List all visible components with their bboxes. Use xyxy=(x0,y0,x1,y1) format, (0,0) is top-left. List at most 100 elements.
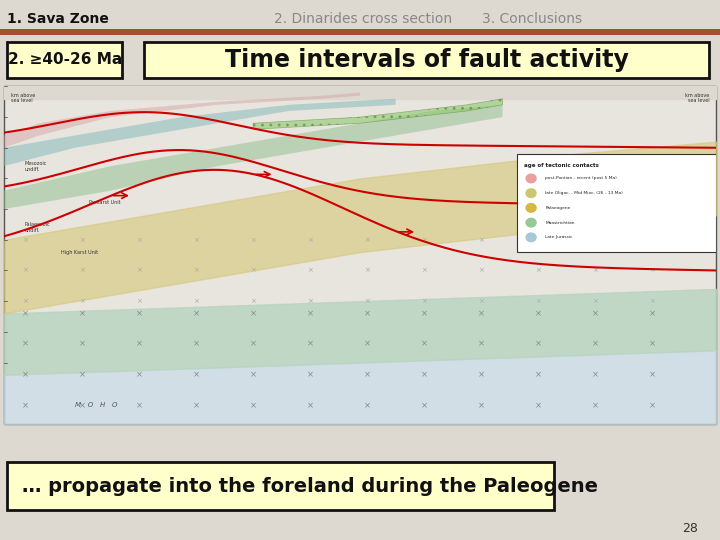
Text: ×: × xyxy=(22,340,29,349)
Text: Mesozoic
undiff.: Mesozoic undiff. xyxy=(25,161,48,172)
Text: 28: 28 xyxy=(683,522,698,535)
Text: ×: × xyxy=(364,370,371,379)
Text: ×: × xyxy=(193,237,199,243)
Text: ×: × xyxy=(477,340,485,349)
Text: ×: × xyxy=(193,298,199,304)
Text: ×: × xyxy=(22,298,28,304)
Text: ×: × xyxy=(192,340,199,349)
Text: age of tectonic contacts: age of tectonic contacts xyxy=(524,163,599,168)
Text: ×: × xyxy=(136,298,142,304)
Text: ×: × xyxy=(420,309,428,318)
Text: ×: × xyxy=(420,340,428,349)
Text: ×: × xyxy=(250,340,256,349)
Bar xyxy=(144,42,709,78)
Text: ×: × xyxy=(593,298,598,304)
Text: ×: × xyxy=(535,237,541,243)
Text: ×: × xyxy=(250,237,256,243)
Text: ×: × xyxy=(421,237,427,243)
Polygon shape xyxy=(4,92,360,148)
Text: ×: × xyxy=(649,309,656,318)
Text: ×: × xyxy=(135,370,143,379)
Circle shape xyxy=(526,174,536,183)
Text: Palaeogene: Palaeogene xyxy=(545,206,571,210)
Text: ×: × xyxy=(22,237,28,243)
Bar xyxy=(7,462,554,510)
Text: ×: × xyxy=(135,309,143,318)
Text: ×: × xyxy=(364,309,371,318)
Text: ×: × xyxy=(307,309,314,318)
Text: 2. ≥40-26 Ma: 2. ≥40-26 Ma xyxy=(8,52,122,68)
Text: ×: × xyxy=(250,370,256,379)
Text: ×: × xyxy=(78,401,86,410)
Text: ×: × xyxy=(535,267,541,273)
Text: late Oligoc. - Mid Mioc. (26 - 13 Ma): late Oligoc. - Mid Mioc. (26 - 13 Ma) xyxy=(545,191,623,195)
Text: ×: × xyxy=(307,237,313,243)
Text: ×: × xyxy=(250,267,256,273)
Text: ×: × xyxy=(592,309,599,318)
Text: 1. Sava Zone: 1. Sava Zone xyxy=(7,12,109,26)
Text: ×: × xyxy=(250,298,256,304)
Text: ×: × xyxy=(592,370,599,379)
Text: ×: × xyxy=(649,237,655,243)
Text: ×: × xyxy=(78,370,86,379)
Bar xyxy=(4,86,716,424)
Text: Maastrichtian: Maastrichtian xyxy=(545,221,575,225)
Text: … propagate into the foreland during the Paleogene: … propagate into the foreland during the… xyxy=(22,476,598,496)
Text: ×: × xyxy=(79,298,85,304)
Text: M   O   H   O: M O H O xyxy=(75,402,117,408)
Text: 2. Dinarides cross section: 2. Dinarides cross section xyxy=(274,12,451,26)
Text: ×: × xyxy=(592,401,599,410)
Text: ×: × xyxy=(592,340,599,349)
Text: ×: × xyxy=(79,267,85,273)
Text: ×: × xyxy=(649,340,656,349)
Text: ×: × xyxy=(22,370,29,379)
Text: ×: × xyxy=(136,267,142,273)
Polygon shape xyxy=(253,99,503,130)
Text: ×: × xyxy=(477,309,485,318)
Text: ×: × xyxy=(420,401,428,410)
Text: ×: × xyxy=(535,401,541,410)
Text: ×: × xyxy=(78,340,86,349)
Bar xyxy=(7,42,122,78)
Text: post-Pontian - recent (post 5 Ma): post-Pontian - recent (post 5 Ma) xyxy=(545,177,617,180)
Text: ×: × xyxy=(421,298,427,304)
Text: ×: × xyxy=(307,401,314,410)
Text: ×: × xyxy=(364,401,371,410)
Text: ×: × xyxy=(649,298,655,304)
Text: ×: × xyxy=(593,237,598,243)
Text: ×: × xyxy=(193,267,199,273)
Bar xyxy=(517,154,716,252)
Text: ×: × xyxy=(136,237,142,243)
Text: High Karst Unit: High Karst Unit xyxy=(60,249,98,254)
Text: ×: × xyxy=(421,267,427,273)
Circle shape xyxy=(526,218,536,227)
Text: ×: × xyxy=(478,267,484,273)
Text: 3. Conclusions: 3. Conclusions xyxy=(482,12,582,26)
Text: Prekarst Unit: Prekarst Unit xyxy=(89,200,121,206)
Text: ×: × xyxy=(364,298,370,304)
Text: ×: × xyxy=(649,267,655,273)
Polygon shape xyxy=(4,99,396,166)
Text: ×: × xyxy=(135,401,143,410)
Text: ×: × xyxy=(478,237,484,243)
Text: ×: × xyxy=(420,370,428,379)
Text: ×: × xyxy=(192,401,199,410)
Text: ×: × xyxy=(22,401,29,410)
Text: ×: × xyxy=(22,309,29,318)
Text: km above
sea level: km above sea level xyxy=(685,92,709,103)
Text: ×: × xyxy=(535,309,541,318)
Bar xyxy=(0,29,720,35)
Text: ×: × xyxy=(364,267,370,273)
Text: ×: × xyxy=(307,340,314,349)
Text: ×: × xyxy=(307,370,314,379)
Text: ×: × xyxy=(78,309,86,318)
Text: Time intervals of fault activity: Time intervals of fault activity xyxy=(225,48,629,72)
Circle shape xyxy=(526,189,536,198)
Text: ×: × xyxy=(535,370,541,379)
Circle shape xyxy=(526,204,536,212)
Circle shape xyxy=(526,233,536,242)
Text: ×: × xyxy=(649,370,656,379)
Text: ×: × xyxy=(535,340,541,349)
Text: ×: × xyxy=(535,298,541,304)
Text: Late Jurassic: Late Jurassic xyxy=(545,235,572,239)
